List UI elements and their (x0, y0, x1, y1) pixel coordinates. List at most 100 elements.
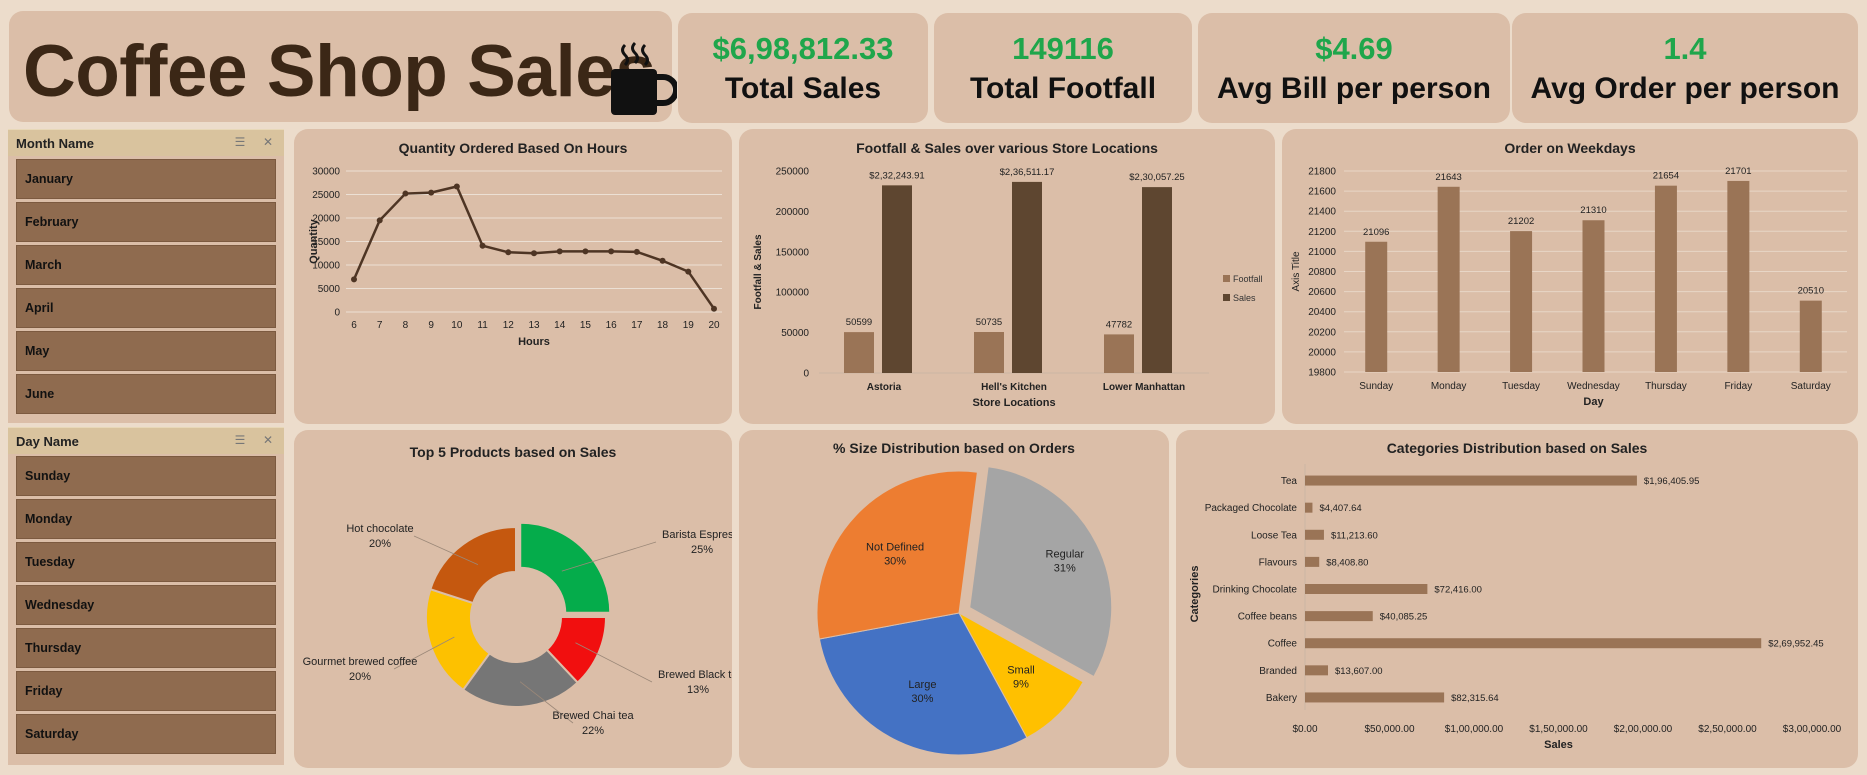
slicer-item-label: January (25, 172, 73, 186)
slicer-item-wednesday[interactable]: Wednesday (16, 585, 276, 625)
slicer-item-march[interactable]: March (16, 245, 276, 285)
stores-chart-panel: Footfall & Sales over various Store Loca… (739, 129, 1275, 424)
data-point (531, 250, 537, 257)
slicer-item-february[interactable]: February (16, 202, 276, 242)
slicer-item-january[interactable]: January (16, 159, 276, 199)
x-tick-label: 17 (631, 320, 643, 331)
bar-footfall (974, 332, 1004, 373)
y-tick-label: 15000 (312, 237, 340, 248)
slicer-item-may[interactable]: May (16, 331, 276, 371)
y-tick-label: 100000 (776, 288, 810, 299)
bar (1799, 300, 1822, 372)
slicer-item-label: March (25, 258, 62, 272)
y-tick-label: Coffee (1268, 639, 1298, 650)
y-tick-label: 20000 (312, 214, 340, 225)
chart-title: Footfall & Sales over various Store Loca… (856, 140, 1158, 156)
slicer-item-monday[interactable]: Monday (16, 499, 276, 539)
bar (1305, 638, 1762, 649)
y-tick-label: 20000 (1308, 347, 1336, 358)
clear-filter-icon[interactable]: ✕ (262, 433, 274, 447)
slicer-item-friday[interactable]: Friday (16, 671, 276, 711)
slicer-header: Month Name ☰ ✕ (8, 130, 284, 156)
clear-filter-icon[interactable]: ✕ (262, 135, 274, 149)
hours-chart-panel: Quantity Ordered Based On Hours 0 5000 100… (294, 129, 732, 424)
x-tick-label: 14 (554, 320, 566, 331)
x-tick-label: $1,50,000.00 (1529, 724, 1588, 735)
slice-label: Brewed Chai tea (552, 710, 634, 722)
x-tick-label: 7 (377, 320, 383, 331)
x-tick-label: 16 (606, 320, 618, 331)
slicer-item-label: May (25, 344, 50, 358)
y-tick-label: 20800 (1308, 267, 1336, 278)
x-axis-label: Hours (518, 336, 550, 348)
x-axis-label: Store Locations (972, 397, 1055, 409)
bar (1305, 556, 1320, 567)
donut-slice (519, 521, 612, 614)
x-tick-label: Hell's Kitchen (981, 382, 1047, 393)
products-chart-panel: Top 5 Products based on Sales Barista Es… (294, 430, 732, 768)
y-tick-label: Packaged Chocolate (1205, 503, 1298, 514)
kpi-value: 1.4 (1663, 31, 1707, 66)
y-tick-label: 50000 (781, 328, 809, 339)
multi-select-icon[interactable]: ☰ (234, 433, 246, 447)
y-tick-label: 21400 (1308, 207, 1336, 218)
chart-title: Quantity Ordered Based On Hours (398, 140, 628, 156)
data-point (428, 189, 435, 196)
legend-swatch (1223, 275, 1230, 282)
slice-label: Brewed Black tea (658, 669, 732, 681)
sizes-pie-chart: Regular 31% Small 9% Large 30% Not Defined 30% (816, 466, 1113, 756)
y-tick-label: 21600 (1308, 187, 1336, 198)
x-tick-label: Tuesday (1502, 381, 1540, 392)
x-tick-label: 15 (580, 320, 592, 331)
kpi-label: Avg Bill per person (1217, 72, 1491, 105)
kpi-label: Total Footfall (969, 72, 1157, 105)
slicer-item-saturday[interactable]: Saturday (16, 714, 276, 754)
slicer-item-thursday[interactable]: Thursday (16, 628, 276, 668)
y-tick-label: 10000 (312, 261, 340, 272)
data-label: $82,315.64 (1451, 693, 1499, 704)
y-tick-label: Flavours (1259, 557, 1297, 568)
y-tick-label: 20400 (1308, 307, 1336, 318)
bar (1305, 665, 1328, 676)
y-tick-label: Coffee beans (1238, 612, 1297, 623)
slice-label: Barista Espresso (662, 529, 732, 541)
bar (1305, 584, 1428, 594)
x-tick-label: $0.00 (1292, 724, 1317, 735)
slicer-item-april[interactable]: April (16, 288, 276, 328)
slicer-item-sunday[interactable]: Sunday (16, 456, 276, 496)
series-line (352, 185, 716, 310)
chart-title: Categories Distribution based on Sales (1386, 440, 1648, 456)
x-tick-label: $50,000.00 (1364, 724, 1414, 735)
month-slicer: Month Name ☰ ✕ January February March Ap… (8, 129, 284, 423)
data-label: $40,085.25 (1380, 612, 1428, 623)
y-tick-label: 25000 (312, 190, 340, 201)
chart-title: Top 5 Products based on Sales (409, 444, 617, 460)
data-label: $1,96,405.95 (1644, 476, 1699, 487)
data-point (479, 242, 486, 249)
y-tick-label: 19800 (1308, 368, 1336, 379)
slicer-item-label: Tuesday (25, 555, 75, 569)
legend-swatch (1223, 294, 1230, 301)
x-tick-label: Friday (1724, 381, 1752, 392)
slice-label: Not Defined (866, 541, 924, 553)
data-point (376, 217, 383, 224)
x-tick-label: Lower Manhattan (1103, 382, 1185, 393)
data-point (633, 248, 640, 255)
x-tick-label: Monday (1431, 381, 1467, 392)
slice-label: Small (1007, 665, 1035, 677)
slicer-item-label: Wednesday (25, 598, 95, 612)
slicer-item-tuesday[interactable]: Tuesday (16, 542, 276, 582)
x-tick-label: $3,00,000.00 (1783, 724, 1842, 735)
slice-percent: 31% (1054, 563, 1076, 575)
slicer-item-june[interactable]: June (16, 374, 276, 414)
data-label: $4,407.64 (1319, 503, 1361, 514)
y-tick-label: Loose Tea (1251, 530, 1297, 541)
data-point (505, 249, 512, 256)
multi-select-icon[interactable]: ☰ (234, 135, 246, 149)
y-tick-label: 21800 (1308, 167, 1336, 178)
data-point (685, 268, 692, 275)
bar (1305, 529, 1324, 540)
kpi-value: $4.69 (1315, 31, 1393, 66)
bar-footfall (844, 332, 874, 373)
y-tick-label: 30000 (312, 167, 340, 178)
